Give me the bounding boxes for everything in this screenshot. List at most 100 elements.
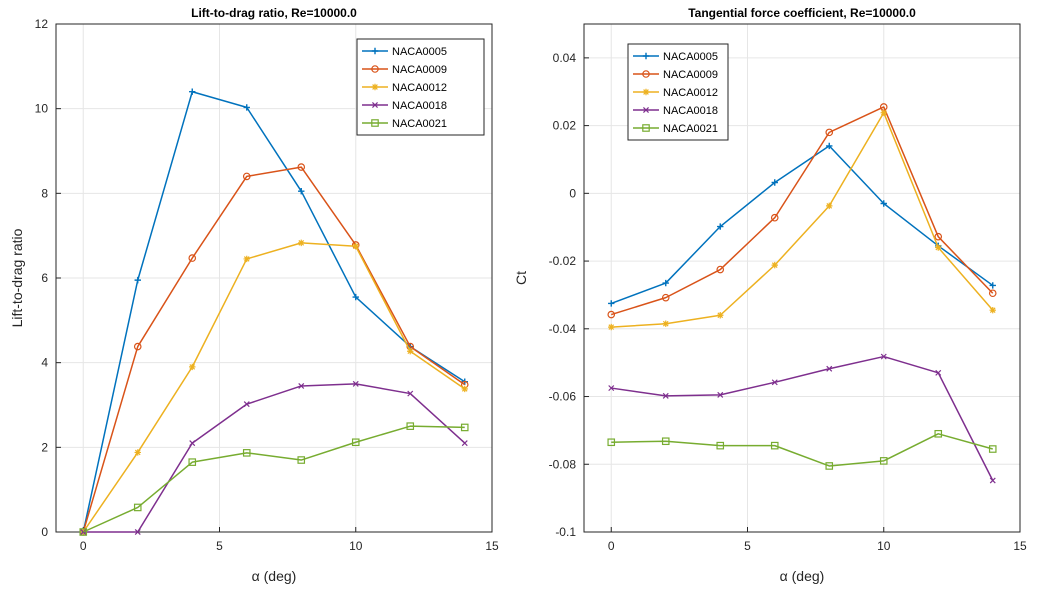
legend-label: NACA0012: [663, 87, 718, 99]
square-marker: [133, 503, 142, 512]
asterisk-marker: [407, 348, 414, 355]
x-axis-label: α (deg): [780, 568, 825, 584]
legend-item: NACA0012: [633, 87, 718, 99]
circle-marker: [642, 70, 650, 78]
plus-marker: [243, 104, 250, 111]
square-marker: [371, 119, 379, 127]
circle-marker: [297, 163, 306, 171]
series-naca0009: [607, 103, 997, 319]
series-line: [82, 242, 466, 533]
x-marker: [298, 382, 305, 389]
axes-box: [55, 23, 493, 533]
circle-marker: [716, 265, 725, 274]
asterisk-marker: [880, 109, 887, 116]
grid-lines: [584, 24, 1021, 533]
asterisk-marker: [189, 363, 196, 371]
series-line: [611, 106, 994, 316]
asterisk-marker: [935, 244, 942, 251]
legend-item: NACA0009: [362, 64, 447, 76]
plus-marker: [880, 200, 887, 207]
y-tick-label: 0.02: [553, 119, 577, 133]
series-line: [610, 145, 994, 305]
square-marker: [988, 445, 997, 453]
asterisk-marker: [826, 202, 833, 210]
plus-marker: [662, 279, 669, 287]
x-tick-label: 10: [349, 539, 363, 553]
asterisk-marker: [608, 323, 615, 331]
y-tick-label: -0.02: [549, 254, 577, 268]
square-marker: [934, 429, 943, 438]
asterisk-marker: [642, 88, 650, 96]
plus-marker: [371, 47, 379, 55]
x-marker: [189, 440, 196, 447]
plus-marker: [298, 188, 305, 195]
asterisk-marker: [352, 243, 359, 250]
chart-title: Lift-to-drag ratio, Re=10000.0: [191, 6, 357, 20]
y-axis-label: Ct: [513, 271, 529, 285]
legend-item: NACA0021: [633, 123, 718, 135]
square-marker: [642, 124, 650, 132]
legend-label: NACA0009: [663, 69, 718, 81]
square-marker: [716, 441, 725, 450]
square-marker: [297, 456, 306, 464]
chart-title: Tangential force coefficient, Re=10000.0: [688, 6, 916, 20]
x-tick-label: 0: [80, 539, 87, 553]
legend-item: NACA0005: [362, 46, 447, 58]
legend-item: NACA0012: [362, 82, 447, 94]
x-marker: [407, 390, 414, 397]
legend-label: NACA0018: [392, 100, 447, 112]
square-marker: [351, 438, 360, 447]
series-naca0021: [79, 422, 469, 536]
square-marker: [460, 423, 469, 432]
x-marker: [717, 391, 724, 398]
plus-marker: [189, 88, 196, 95]
circle-marker: [825, 128, 834, 137]
x-marker: [243, 401, 250, 408]
x-marker: [771, 379, 778, 386]
square-marker: [770, 441, 779, 450]
y-tick-label: 10: [35, 102, 49, 116]
plus-marker: [642, 52, 650, 60]
legend-item: NACA0021: [362, 118, 447, 130]
series-line: [82, 90, 466, 533]
series-naca0018: [608, 353, 996, 484]
x-marker: [989, 477, 996, 484]
circle-marker: [242, 172, 251, 181]
y-tick-label: -0.08: [549, 457, 577, 471]
square-marker: [825, 462, 834, 470]
series-naca0012: [608, 109, 996, 331]
legend-label: NACA0021: [663, 123, 718, 135]
legend-label: NACA0012: [392, 82, 447, 94]
legend-label: NACA0005: [663, 51, 718, 63]
legend-item: NACA0005: [633, 51, 718, 63]
series-line: [83, 383, 466, 533]
plus-marker: [989, 282, 996, 289]
x-tick-label: 5: [744, 539, 751, 553]
x-marker: [461, 440, 468, 447]
asterisk-marker: [461, 385, 468, 393]
asterisk-marker: [662, 320, 669, 327]
y-tick-label: 4: [41, 356, 48, 370]
asterisk-marker: [371, 83, 379, 91]
y-tick-label: -0.04: [549, 322, 577, 336]
legend-label: NACA0005: [392, 46, 447, 58]
x-marker: [372, 102, 378, 108]
x-marker: [608, 385, 615, 392]
y-axis-label: Lift-to-drag ratio: [9, 228, 25, 327]
legend-label: NACA0021: [392, 118, 447, 130]
axes-box: [583, 23, 1021, 533]
x-marker: [134, 529, 141, 535]
circle-marker: [770, 213, 779, 222]
plus-marker: [771, 179, 778, 186]
legend-label: NACA0009: [392, 64, 447, 76]
y-tick-label: -0.06: [549, 390, 577, 404]
asterisk-marker: [717, 312, 724, 319]
square-marker: [188, 458, 197, 466]
x-tick-label: 0: [608, 539, 615, 553]
x-tick-label: 10: [877, 539, 891, 553]
plus-marker: [352, 293, 359, 301]
series-naca0021: [607, 429, 997, 470]
y-tick-label: 8: [41, 186, 48, 200]
y-tick-label: 6: [41, 271, 48, 285]
